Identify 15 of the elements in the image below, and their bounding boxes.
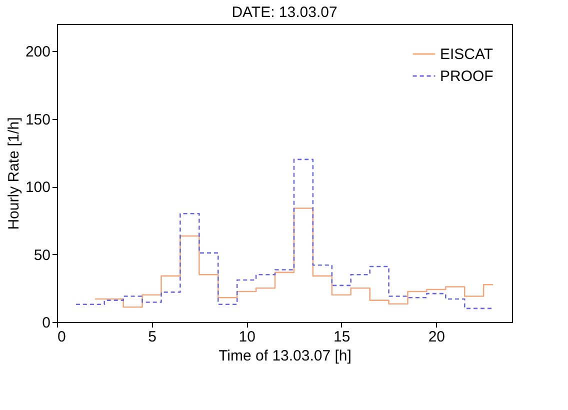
x-axis-title: Time of 13.03.07 [h] — [218, 348, 352, 364]
y-tick-label: 100 — [25, 179, 50, 196]
y-tick-label: 150 — [25, 111, 50, 128]
x-tick-label: 0 — [58, 328, 66, 346]
x-tick-label: 20 — [428, 328, 446, 346]
x-tick-label: 10 — [238, 328, 256, 346]
y-tick-label: 200 — [25, 44, 50, 61]
x-tick-label: 5 — [148, 328, 156, 346]
legend-label: EISCAT — [440, 46, 494, 63]
y-tick-label: 0 — [42, 314, 50, 332]
y-tick-label: 50 — [34, 246, 50, 264]
legend-label: PROOF — [440, 68, 494, 85]
chart-title: DATE: 13.03.07 — [232, 4, 338, 21]
y-axis-title: Hourly Rate [1/h] — [5, 117, 22, 230]
x-tick-label: 15 — [334, 328, 350, 346]
